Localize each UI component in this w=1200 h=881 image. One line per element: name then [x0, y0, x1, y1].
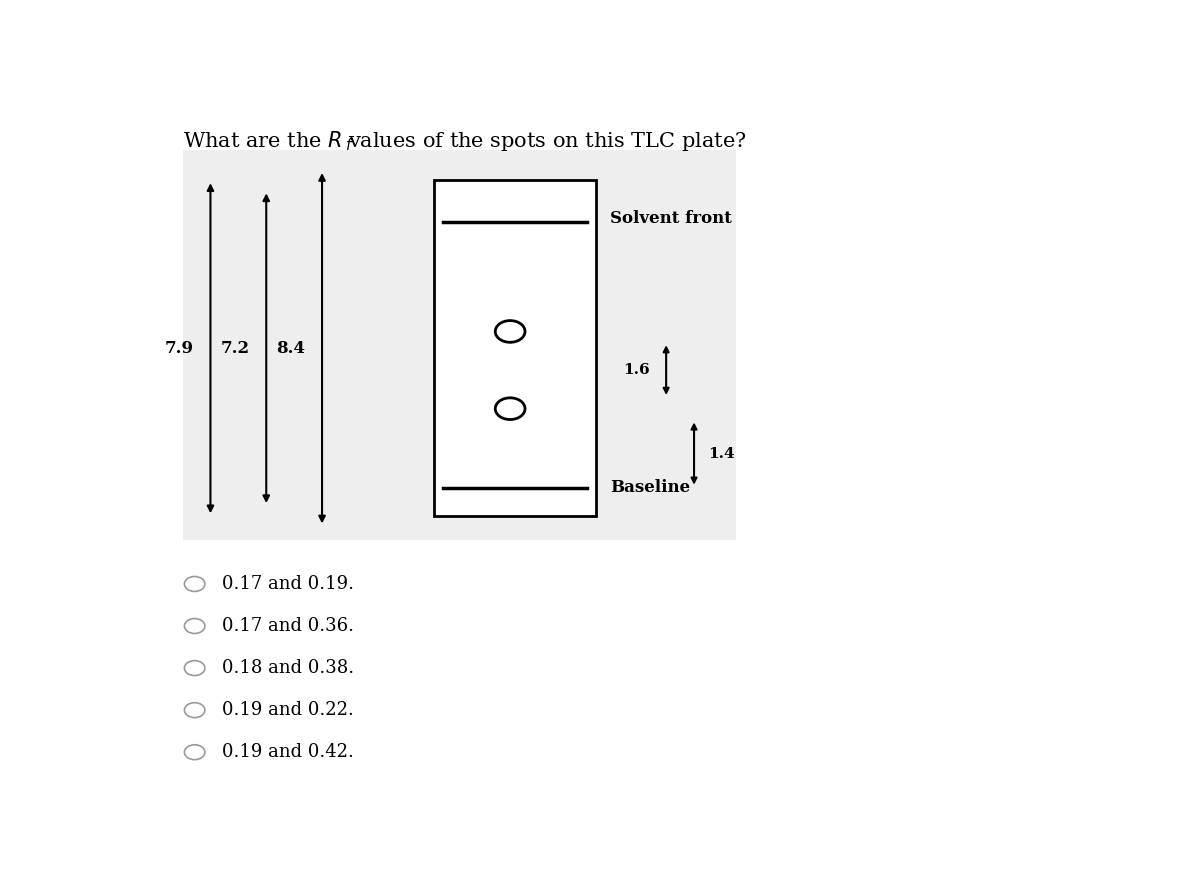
- Circle shape: [185, 744, 205, 759]
- Circle shape: [185, 661, 205, 676]
- Text: 0.17 and 0.19.: 0.17 and 0.19.: [222, 575, 354, 593]
- Text: 0.19 and 0.22.: 0.19 and 0.22.: [222, 701, 354, 719]
- Text: Solvent front: Solvent front: [611, 211, 732, 227]
- Circle shape: [185, 576, 205, 591]
- Text: What are the $R\,_f\!$values of the spots on this TLC plate?: What are the $R\,_f\!$values of the spot…: [182, 130, 746, 153]
- Circle shape: [185, 618, 205, 633]
- Circle shape: [496, 398, 526, 419]
- Text: 0.19 and 0.42.: 0.19 and 0.42.: [222, 744, 354, 761]
- Text: 1.6: 1.6: [623, 363, 649, 377]
- Text: 1.4: 1.4: [708, 447, 734, 461]
- Text: 0.18 and 0.38.: 0.18 and 0.38.: [222, 659, 354, 677]
- FancyBboxPatch shape: [182, 150, 736, 540]
- Text: Baseline: Baseline: [611, 479, 690, 496]
- Text: 0.17 and 0.36.: 0.17 and 0.36.: [222, 617, 354, 635]
- Circle shape: [496, 321, 526, 343]
- Text: 7.9: 7.9: [164, 340, 193, 357]
- Text: 7.2: 7.2: [221, 340, 250, 357]
- Text: 8.4: 8.4: [276, 340, 305, 357]
- Circle shape: [185, 703, 205, 718]
- Bar: [433, 181, 596, 516]
